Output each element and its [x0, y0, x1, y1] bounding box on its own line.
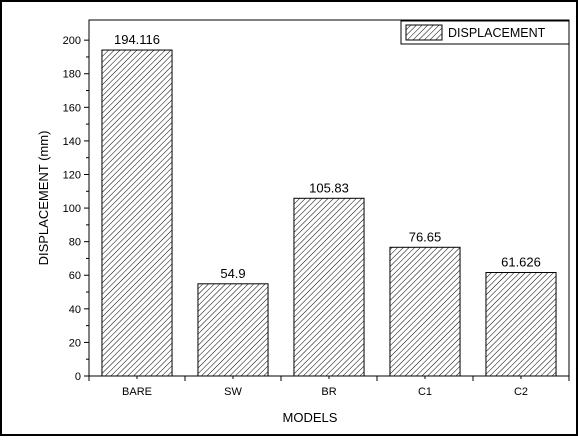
y-tick-label: 120: [63, 169, 81, 181]
bar-br: [293, 197, 365, 377]
data-label-c2: 61.626: [501, 255, 541, 270]
y-tick-label: 40: [69, 304, 81, 316]
y-tick-label: 0: [75, 371, 81, 383]
y-tick-label: 100: [63, 203, 81, 215]
bar-sw: [197, 283, 269, 377]
x-tick-label-c1: C1: [418, 386, 432, 398]
y-axis-label: DISPLACEMENT (mm): [36, 131, 51, 266]
x-tick-label-c2: C2: [514, 386, 528, 398]
bar-c2: [485, 272, 557, 377]
y-tick-label: 180: [63, 69, 81, 81]
data-labels-group: 194.116 54.9 105.83 76.65 61.626: [114, 32, 541, 281]
y-tick-label: 200: [63, 35, 81, 47]
x-axis-label: MODELS: [283, 410, 338, 425]
bar-c1: [389, 246, 461, 377]
data-label-br: 105.83: [309, 180, 349, 195]
data-label-sw: 54.9: [220, 266, 245, 281]
data-label-c1: 76.65: [409, 229, 442, 244]
x-axis: BARE SW BR C1 C2: [88, 376, 570, 398]
legend-swatch: [405, 24, 443, 41]
y-tick-label: 160: [63, 102, 81, 114]
legend-label: DISPLACEMENT: [448, 26, 546, 40]
legend-box: [400, 20, 570, 45]
bar-bare: [101, 49, 173, 377]
y-tick-label: 80: [69, 237, 81, 249]
y-tick-label: 20: [69, 337, 81, 349]
x-tick-label-sw: SW: [224, 386, 242, 398]
y-axis: 0 20 40 60 80 100 120 140 160 180 200: [63, 35, 89, 383]
x-tick-label-bare: BARE: [122, 386, 152, 398]
data-label-bare: 194.116: [114, 32, 160, 47]
legend: DISPLACEMENT: [400, 20, 570, 45]
bars-group: [101, 49, 557, 377]
y-tick-label: 60: [69, 270, 81, 282]
x-tick-label-br: BR: [321, 386, 336, 398]
y-tick-label: 140: [63, 136, 81, 148]
